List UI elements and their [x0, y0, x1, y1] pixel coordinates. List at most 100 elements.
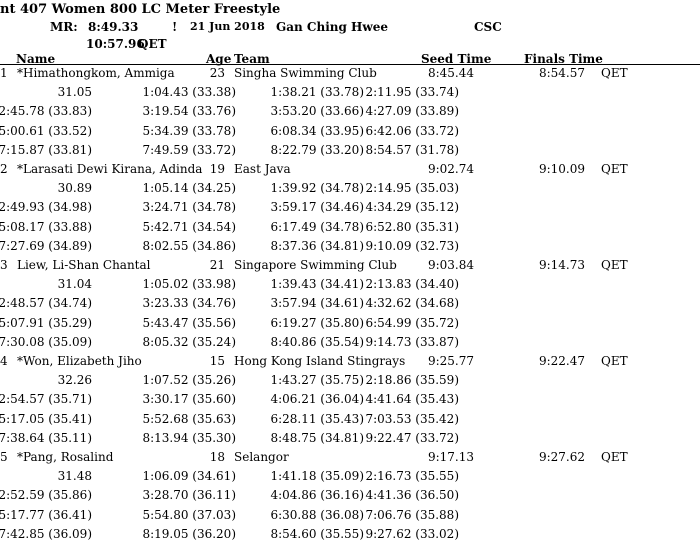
- split-time: 2:18.86 (35.59): [365, 373, 459, 388]
- qualifier-flag: QET: [601, 450, 628, 464]
- split-time: 8:37.36 (34.81): [270, 238, 364, 253]
- record-label: MR:: [50, 20, 78, 34]
- qualifying-time: 10:57.96: [86, 37, 145, 51]
- swimmer-name: *Won, Elizabeth Jiho: [17, 354, 142, 368]
- split-time: 1:06.09 (34.61): [142, 469, 236, 484]
- split-time: 7:03.53 (35.42): [365, 411, 459, 426]
- swimmer-age: 23: [209, 66, 225, 80]
- split-time: 3:53.20 (33.66): [270, 104, 364, 119]
- split-time: 7:27.69 (34.89): [0, 238, 92, 253]
- split-time: 8:05.32 (35.24): [142, 334, 236, 349]
- split-time: 8:22.79 (33.20): [270, 142, 364, 157]
- header-underline: [0, 64, 700, 65]
- place-number: 2: [0, 162, 8, 176]
- qualifier-flag: QET: [601, 354, 628, 368]
- split-time: 1:05.02 (33.98): [142, 277, 236, 292]
- seed-time: 8:45.44: [427, 66, 474, 80]
- column-seed-time: Seed Time: [421, 52, 492, 66]
- column-name: Name: [16, 52, 56, 66]
- split-time: 5:42.71 (34.54): [142, 219, 236, 234]
- split-time: 30.89: [57, 181, 92, 196]
- split-time: 7:38.64 (35.11): [0, 430, 92, 445]
- swimmer-age: 15: [209, 354, 225, 368]
- split-time: 2:11.95 (33.74): [365, 85, 459, 100]
- finals-time: 9:14.73: [538, 258, 585, 272]
- split-time: 4:41.36 (36.50): [365, 488, 459, 503]
- split-time: 7:42.85 (36.09): [0, 526, 92, 541]
- split-time: 5:08.17 (33.88): [0, 219, 92, 234]
- split-time: 31.48: [57, 469, 92, 484]
- split-time: 8:02.55 (34.86): [142, 238, 236, 253]
- swimmer-name: Liew, Li-Shan Chantal: [17, 258, 151, 272]
- place-number: 3: [0, 258, 8, 272]
- qualifier-flag: QET: [601, 66, 628, 80]
- split-time: 8:13.94 (35.30): [142, 430, 236, 445]
- split-time: 6:17.49 (34.78): [270, 219, 364, 234]
- split-time: 6:08.34 (33.95): [270, 123, 364, 138]
- record-flag: !: [172, 20, 178, 34]
- split-time: 3:59.17 (34.46): [270, 200, 364, 215]
- qualifier-flag: QET: [601, 162, 628, 176]
- split-time: 5:00.61 (33.52): [0, 123, 92, 138]
- team-name: East Java: [234, 162, 291, 176]
- split-time: 5:54.80 (37.03): [142, 507, 236, 522]
- split-time: 6:42.06 (33.72): [365, 123, 459, 138]
- split-time: 31.04: [57, 277, 92, 292]
- seed-time: 9:25.77: [427, 354, 474, 368]
- split-time: 1:39.43 (34.41): [270, 277, 364, 292]
- split-time: 9:10.09 (32.73): [365, 238, 459, 253]
- team-name: Selangor: [234, 450, 289, 464]
- swimmer-age: 18: [209, 450, 225, 464]
- split-time: 5:43.47 (35.56): [142, 315, 236, 330]
- split-time: 1:43.27 (35.75): [270, 373, 364, 388]
- place-number: 1: [0, 66, 8, 80]
- split-time: 9:14.73 (33.87): [365, 334, 459, 349]
- split-time: 5:07.91 (35.29): [0, 315, 92, 330]
- split-time: 4:27.09 (33.89): [365, 104, 459, 119]
- column-team: Team: [234, 52, 270, 66]
- split-time: 6:54.99 (35.72): [365, 315, 459, 330]
- team-name: Singapore Swimming Club: [234, 258, 397, 272]
- split-time: 31.05: [57, 85, 92, 100]
- split-time: 1:05.14 (34.25): [142, 181, 236, 196]
- split-time: 4:06.21 (36.04): [270, 392, 364, 407]
- finals-time: 9:10.09: [538, 162, 585, 176]
- column-finals-time: Finals Time: [524, 52, 603, 66]
- team-name: Singha Swimming Club: [234, 66, 377, 80]
- split-time: 1:04.43 (33.38): [142, 85, 236, 100]
- split-time: 2:13.83 (34.40): [365, 277, 459, 292]
- seed-time: 9:02.74: [427, 162, 474, 176]
- swimmer-age: 21: [209, 258, 225, 272]
- split-time: 2:49.93 (34.98): [0, 200, 92, 215]
- swimmer-name: *Larasati Dewi Kirana, Adinda: [17, 162, 203, 176]
- split-time: 1:39.92 (34.78): [270, 181, 364, 196]
- finals-time: 8:54.57: [538, 66, 585, 80]
- split-time: 5:17.77 (36.41): [0, 507, 92, 522]
- split-time: 5:17.05 (35.41): [0, 411, 92, 426]
- qualifier-flag: QET: [601, 258, 628, 272]
- seed-time: 9:17.13: [427, 450, 474, 464]
- split-time: 8:40.86 (35.54): [270, 334, 364, 349]
- split-time: 1:07.52 (35.26): [142, 373, 236, 388]
- split-time: 2:54.57 (35.71): [0, 392, 92, 407]
- column-age: Age: [206, 52, 232, 66]
- split-time: 6:28.11 (35.43): [270, 411, 364, 426]
- split-time: 4:34.29 (35.12): [365, 200, 459, 215]
- split-time: 9:22.47 (33.72): [365, 430, 459, 445]
- split-time: 5:52.68 (35.63): [142, 411, 236, 426]
- split-time: 3:28.70 (36.11): [142, 488, 236, 503]
- split-time: 6:52.80 (35.31): [365, 219, 459, 234]
- split-time: 2:52.59 (35.86): [0, 488, 92, 503]
- event-title: nt 407 Women 800 LC Meter Freestyle: [0, 2, 281, 17]
- split-time: 2:48.57 (34.74): [0, 296, 92, 311]
- seed-time: 9:03.84: [427, 258, 474, 272]
- swimmer-name: *Himathongkom, Ammiga: [17, 66, 175, 80]
- finals-time: 9:22.47: [538, 354, 585, 368]
- split-time: 9:27.62 (33.02): [365, 526, 459, 541]
- split-time: 3:30.17 (35.60): [142, 392, 236, 407]
- split-time: 8:54.57 (31.78): [365, 142, 459, 157]
- record-team: CSC: [474, 20, 502, 34]
- split-time: 6:19.27 (35.80): [270, 315, 364, 330]
- split-time: 7:15.87 (33.81): [0, 142, 92, 157]
- split-time: 8:19.05 (36.20): [142, 526, 236, 541]
